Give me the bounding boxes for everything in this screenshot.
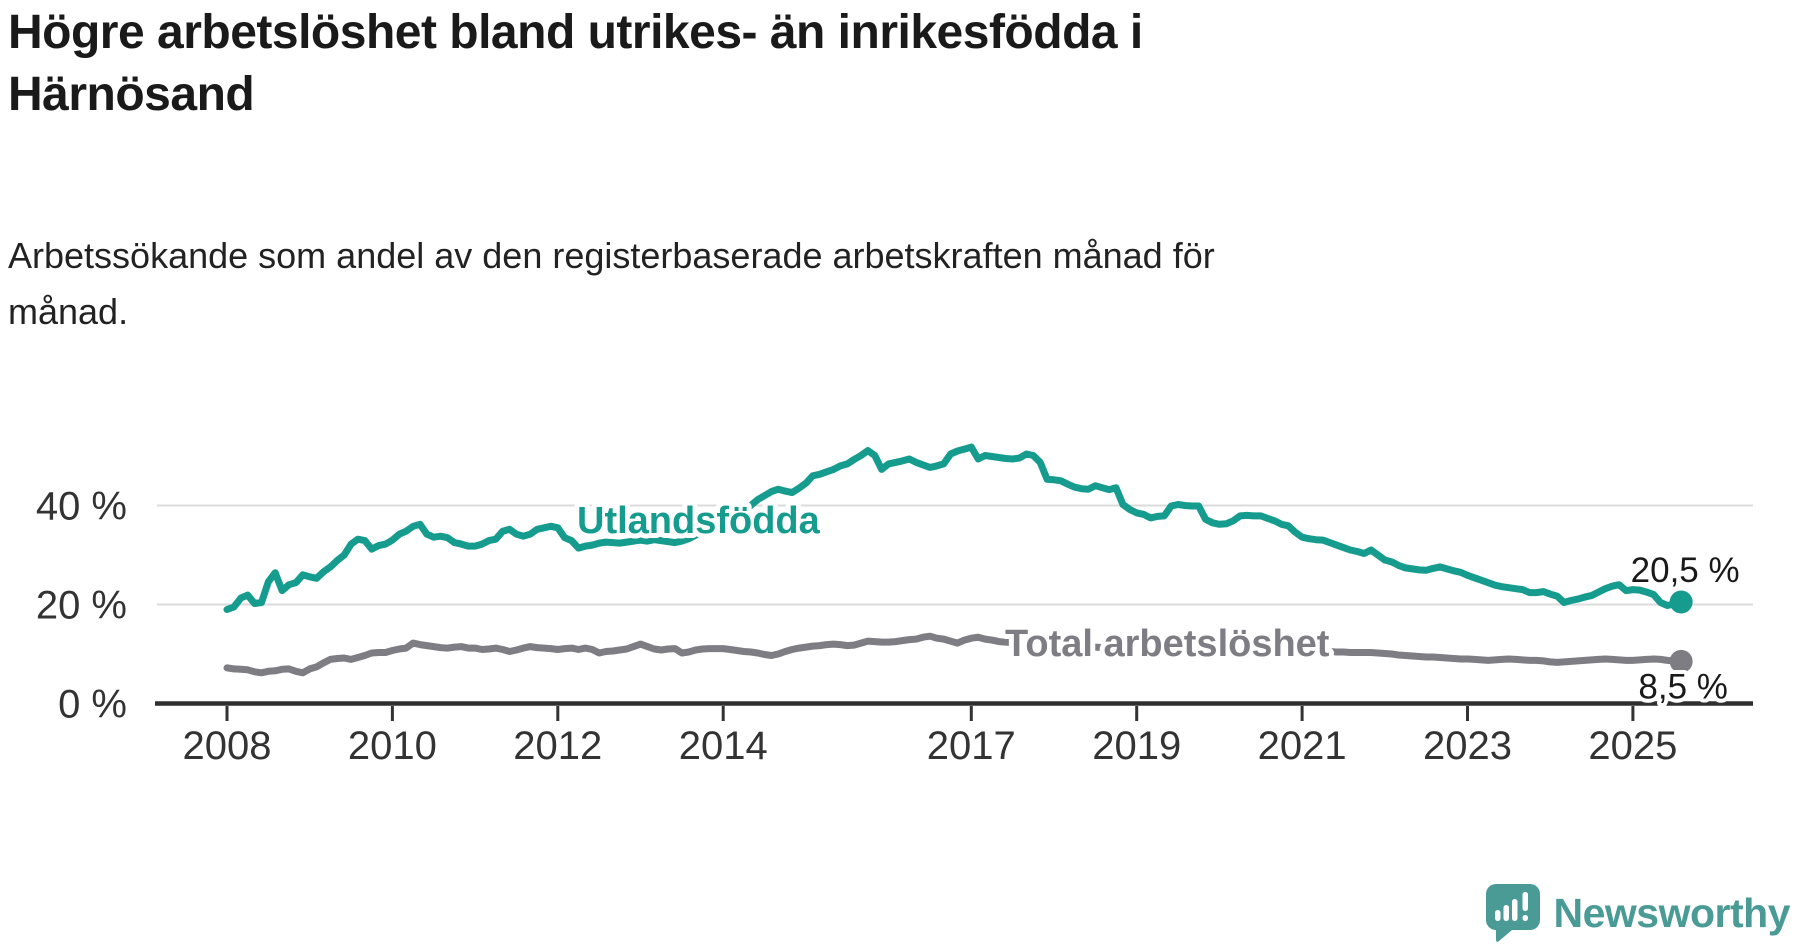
series-end-value-1: 8,5 % <box>1638 667 1728 706</box>
y-tick-label: 0 % <box>58 683 127 727</box>
x-tick-label: 2021 <box>1258 724 1347 768</box>
series-line-1 <box>223 632 1685 677</box>
series-label-0: Utlandsfödda <box>577 500 821 542</box>
x-tick-label: 2014 <box>679 724 768 768</box>
series-line-0 <box>223 443 1685 613</box>
x-tick-label: 2023 <box>1423 724 1512 768</box>
chart-subtitle: Arbetssökande som andel av den registerb… <box>8 235 1215 332</box>
x-tick-label: 2017 <box>927 724 1016 768</box>
x-tick-label: 2008 <box>183 724 272 768</box>
newsworthy-wordmark: Newsworthy <box>1553 889 1791 936</box>
series-end-dot-0 <box>1669 590 1693 614</box>
y-tick-label: 40 % <box>36 485 127 529</box>
newsworthy-logo-icon <box>1485 884 1540 942</box>
chart-title: Högre arbetslöshet bland utrikes- än inr… <box>8 6 1143 121</box>
series-end-value-0: 20,5 % <box>1631 551 1740 590</box>
series-end-dot-1 <box>1669 649 1693 673</box>
newsworthy-brand: Newsworthy <box>1485 884 1791 942</box>
x-tick-label: 2012 <box>513 724 602 768</box>
x-tick-label: 2025 <box>1588 724 1677 768</box>
x-tick-label: 2010 <box>348 724 437 768</box>
x-tick-label: 2019 <box>1092 724 1181 768</box>
y-tick-label: 20 % <box>36 584 127 628</box>
series-label-1: Total arbetslöshet <box>1005 623 1330 665</box>
